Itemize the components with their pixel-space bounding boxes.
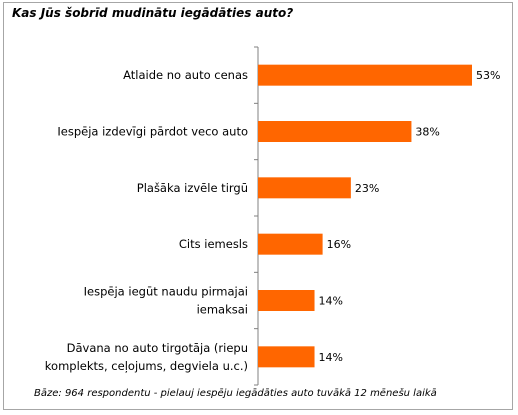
data-label: 53% (476, 69, 500, 82)
bar (258, 177, 351, 199)
bar (258, 346, 315, 368)
bar (258, 121, 412, 142)
data-label: 38% (415, 126, 439, 139)
bar (258, 290, 315, 311)
chart-title: Kas Jūs šobrīd mudinātu iegādāties auto? (12, 6, 294, 20)
category-label: Dāvana no auto tirgotāja (riepu (67, 341, 248, 355)
category-label: komplekts, ceļojums, degviela u.c.) (45, 359, 248, 373)
chart-footnote: Bāze: 964 respondentu - pielauj iespēju … (34, 388, 437, 399)
bar (258, 64, 472, 86)
data-label: 14% (319, 351, 343, 364)
category-label: Iespēja izdevīgi pārdot veco auto (57, 125, 248, 139)
category-label: Atlaide no auto cenas (123, 68, 248, 82)
data-label: 23% (355, 182, 379, 195)
category-label: Plašāka izvēle tirgū (137, 181, 248, 195)
data-label: 14% (319, 295, 343, 308)
category-label: Cits iemesls (179, 237, 248, 251)
category-label: Iespēja iegūt naudu pirmajai (84, 285, 248, 299)
category-label: iemaksai (197, 303, 248, 317)
data-label: 16% (327, 238, 351, 251)
bar (258, 233, 323, 255)
